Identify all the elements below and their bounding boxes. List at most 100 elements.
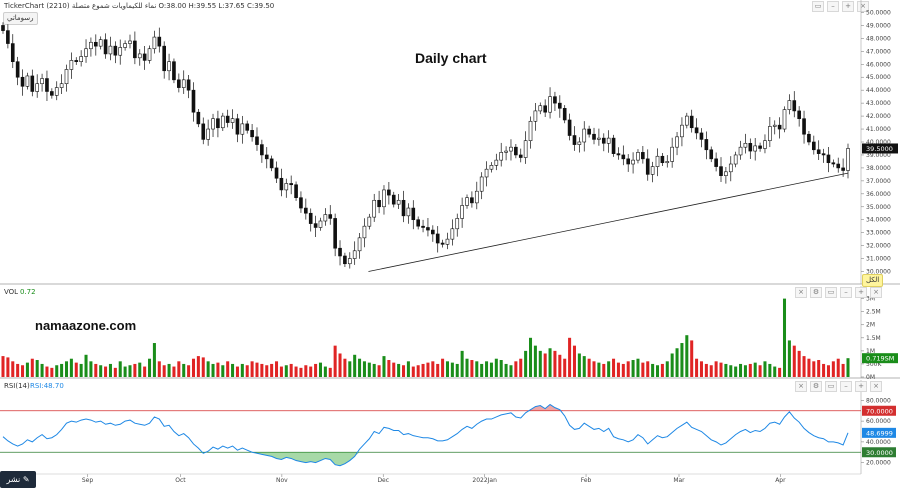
minimize-icon[interactable]: – [827,1,839,12]
candle [611,134,616,157]
candle-body [186,79,191,91]
time-tick-label: Nov [276,477,288,484]
maximize-icon[interactable]: + [855,381,867,392]
candle [816,140,821,161]
volume-bar [787,340,791,377]
candle [50,88,54,99]
candle [25,72,30,90]
candle-body [1,25,5,31]
minimize-icon[interactable]: – [840,381,852,392]
volume-bar [504,363,508,377]
close-icon[interactable]: × [870,287,882,298]
candle [577,137,582,153]
clear-all-button[interactable]: الكل [862,274,884,287]
candle-body [191,89,196,113]
volume-bar [445,361,449,377]
volume-bar [206,361,210,377]
settings-icon[interactable]: ⚙ [810,381,822,392]
candle [670,137,674,168]
candle-body [562,108,567,121]
rsi-upper-label: 70.0000 [866,407,893,415]
candle-body [357,237,362,252]
volume-title: VOL [4,288,19,296]
candle [567,113,572,141]
volume-value: 0.72 [20,288,36,296]
candle-body [714,158,718,167]
volume-bar [250,361,254,377]
candle-body [572,135,577,145]
candle [431,225,435,242]
volume-bar [411,366,415,377]
volume-bar [680,343,684,377]
candle-body [816,149,821,154]
volume-bar [211,363,215,377]
maximize-icon[interactable]: + [855,287,867,298]
volume-bar [89,361,93,377]
candle [748,138,753,159]
volume-bar [25,362,29,377]
price-tick-label: 34.0000 [866,217,891,224]
volume-bar [485,361,489,377]
candle [391,191,396,208]
time-axis: Sep Oct Nov Dec 2022Jan Feb Mar Apr [0,473,861,484]
volume-bar [270,363,274,377]
candle-body [514,146,518,156]
volume-bar [431,361,435,377]
candle-body [84,48,88,57]
candle [30,69,35,97]
time-tick-label: Oct [175,477,186,484]
settings-icon[interactable]: ⚙ [810,287,822,298]
volume-bar [499,360,503,377]
candle-body [738,146,743,156]
close-icon[interactable]: × [870,381,882,392]
candle-body [284,183,289,191]
rsi-tick-label: 80.0000 [866,397,891,404]
volume-bar [587,358,591,377]
candle-body [650,166,655,175]
volume-bar [6,357,10,377]
candle [162,41,166,79]
candle [465,194,469,209]
minimize-icon[interactable]: – [840,287,852,298]
candle-body [264,154,269,160]
candle [177,73,181,93]
rsi-lower-label: 30.0000 [866,449,893,457]
restore-icon[interactable]: ▭ [825,381,837,392]
candle-body [567,119,572,136]
candle-body [133,40,137,59]
candle [108,36,113,61]
candle [382,185,386,215]
volume-bar [358,358,362,377]
candle [514,143,518,159]
volume-bar [612,358,616,377]
candle [352,241,357,265]
rsi-lower-tag [862,447,896,458]
volume-bar [577,353,581,377]
restore-icon[interactable]: ▭ [825,287,837,298]
close-icon[interactable]: × [795,381,807,392]
restore-icon[interactable]: ▭ [812,1,824,12]
candle-body [484,168,489,178]
volume-tick-label: 2M [866,322,875,329]
drawings-button[interactable]: رسوماتي [3,12,38,25]
volume-bar [621,363,625,377]
candle-body [74,60,79,62]
candle [763,134,767,154]
candle-body [255,136,259,145]
candle-body [113,45,118,56]
share-button[interactable]: نشر ✎ [0,471,36,488]
volume-bar [284,365,288,377]
candle [142,46,147,70]
maximize-icon[interactable]: + [842,1,854,12]
volume-bar [460,350,464,377]
candle [406,203,411,224]
volume-bar [665,361,669,377]
candle-body [313,223,318,228]
candle [118,39,123,65]
volume-bar [758,365,762,377]
candle-body [50,91,54,96]
candle [220,112,225,131]
close-icon[interactable]: × [795,287,807,298]
candle-body [528,120,533,142]
close-icon[interactable]: × [857,1,869,12]
